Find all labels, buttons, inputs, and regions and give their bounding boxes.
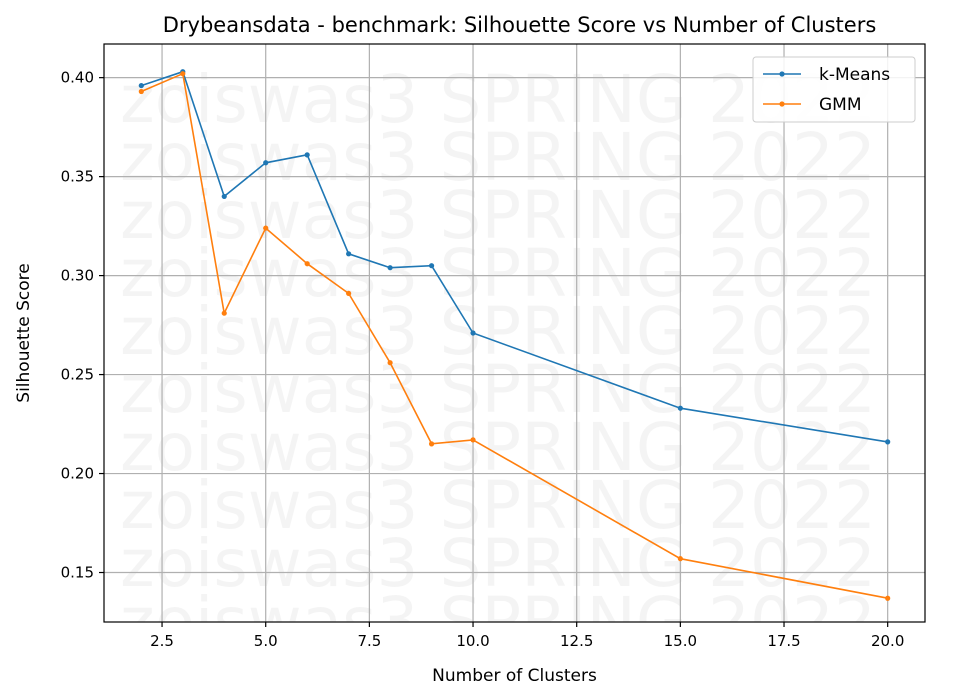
chart-title: Drybeansdata - benchmark: Silhouette Sco… xyxy=(163,13,877,37)
data-point xyxy=(470,437,476,443)
x-tick-label: 7.5 xyxy=(357,632,381,650)
watermark-text: zoiswas3 SPRING 2022 xyxy=(120,467,876,544)
data-point xyxy=(677,556,683,562)
data-point xyxy=(387,360,393,366)
watermark-text: zoiswas3 SPRING 2022 xyxy=(120,525,876,602)
data-point xyxy=(221,193,227,200)
x-tick-label: 10.0 xyxy=(456,632,489,650)
legend: k-Means GMM xyxy=(752,56,916,123)
legend-marker xyxy=(779,101,785,107)
data-point xyxy=(428,263,435,269)
x-tick-label: 5.0 xyxy=(254,632,278,650)
data-point xyxy=(221,310,227,316)
legend-label: GMM xyxy=(819,95,862,115)
y-tick-label: 0.20 xyxy=(61,465,94,483)
data-point xyxy=(470,330,476,336)
watermark-text: zoiswas3 SPRING 2022 xyxy=(120,119,876,196)
watermark-text: zoiswas3 SPRING 2022 xyxy=(120,235,876,312)
x-tick-label: 15.0 xyxy=(664,632,697,650)
x-tick-label: 12.5 xyxy=(560,632,593,650)
legend-marker xyxy=(779,71,785,77)
data-point xyxy=(677,405,683,411)
watermark-text: zoiswas3 SPRING 2022 xyxy=(120,583,876,660)
x-axis-title: Number of Clusters xyxy=(432,666,597,686)
watermark-text: zoiswas3 SPRING 2022 xyxy=(120,177,876,254)
x-tick-label: 2.5 xyxy=(150,632,174,650)
data-point xyxy=(263,225,269,231)
legend-label: k-Means xyxy=(819,65,890,85)
data-point xyxy=(304,261,310,267)
data-point xyxy=(138,82,144,89)
y-tick-label: 0.25 xyxy=(61,366,94,384)
y-tick-label: 0.15 xyxy=(61,564,94,582)
x-tick-label: 17.5 xyxy=(767,632,800,650)
watermark-text: zoiswas3 SPRING 2022 xyxy=(120,61,876,138)
data-point xyxy=(263,160,269,166)
data-point xyxy=(138,88,144,95)
data-point xyxy=(304,152,310,158)
data-point xyxy=(346,290,352,297)
watermark-text: zoiswas3 SPRING 2022 xyxy=(120,293,876,370)
y-tick-label: 0.30 xyxy=(61,267,94,285)
data-point xyxy=(885,595,891,601)
data-point xyxy=(180,71,186,77)
y-axis-title: Silhouette Score xyxy=(14,263,34,402)
data-point xyxy=(346,251,352,257)
data-point xyxy=(428,441,435,447)
series-gmm xyxy=(138,71,891,601)
series-layer xyxy=(138,69,891,601)
watermark-text: zoiswas3 SPRING 2022 xyxy=(120,351,876,428)
x-tick-label: 20.0 xyxy=(871,632,904,650)
data-point xyxy=(387,265,393,271)
y-tick-label: 0.35 xyxy=(61,168,94,186)
y-tick-label: 0.40 xyxy=(61,69,94,87)
data-point xyxy=(885,439,891,445)
x-axis-ticks: 2.5 5.0 7.5 10.0 12.5 15.0 17.5 20.0 xyxy=(150,622,904,650)
plot-frame xyxy=(103,43,926,623)
y-axis-ticks: 0.15 0.20 0.25 0.30 0.35 0.40 xyxy=(61,69,104,582)
